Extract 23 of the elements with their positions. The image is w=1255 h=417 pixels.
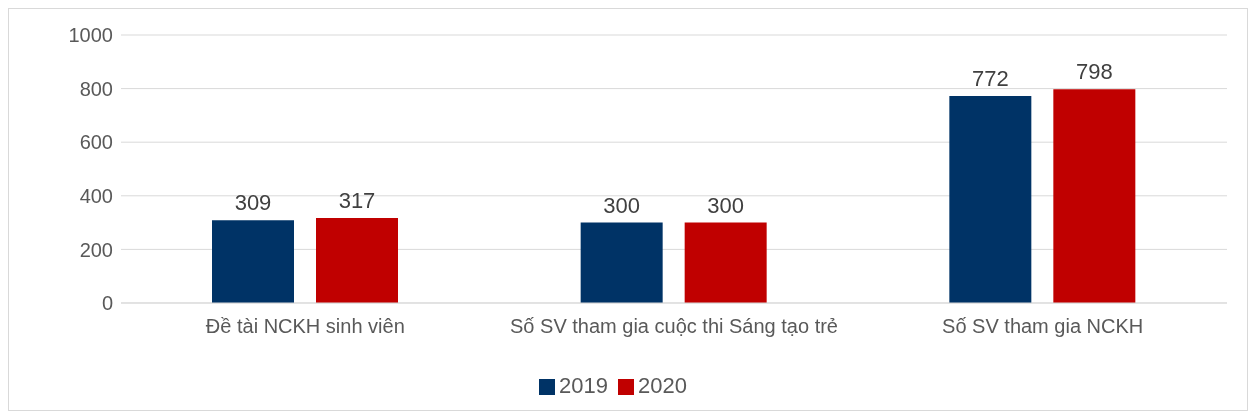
y-tick-label: 200: [79, 238, 113, 261]
data-label: 300: [707, 192, 745, 218]
bar: [212, 220, 294, 303]
bar: [949, 96, 1032, 303]
y-tick-label: 600: [79, 131, 113, 154]
y-tick-label: 1000: [68, 24, 113, 47]
x-tick-label: Số SV tham gia NCKH: [942, 315, 1144, 338]
data-label: 300: [603, 192, 641, 218]
y-tick-label: 0: [101, 292, 113, 315]
data-label: 772: [971, 66, 1009, 92]
bar: [580, 222, 663, 303]
bar: [316, 218, 398, 303]
data-label: 309: [234, 190, 272, 216]
legend-label: 2019: [559, 373, 608, 398]
data-label: 798: [1075, 59, 1113, 85]
legend-label: 2020: [638, 373, 687, 398]
x-tick-label: Đề tài NCKH sinh viên: [205, 315, 405, 338]
bar: [1053, 89, 1136, 303]
bar: [684, 222, 767, 303]
y-tick-label: 400: [79, 184, 113, 207]
data-label: 317: [338, 188, 376, 214]
x-tick-label: Số SV tham gia cuộc thi Sáng tạo trẻ: [510, 315, 838, 338]
y-tick-label: 800: [79, 77, 113, 100]
